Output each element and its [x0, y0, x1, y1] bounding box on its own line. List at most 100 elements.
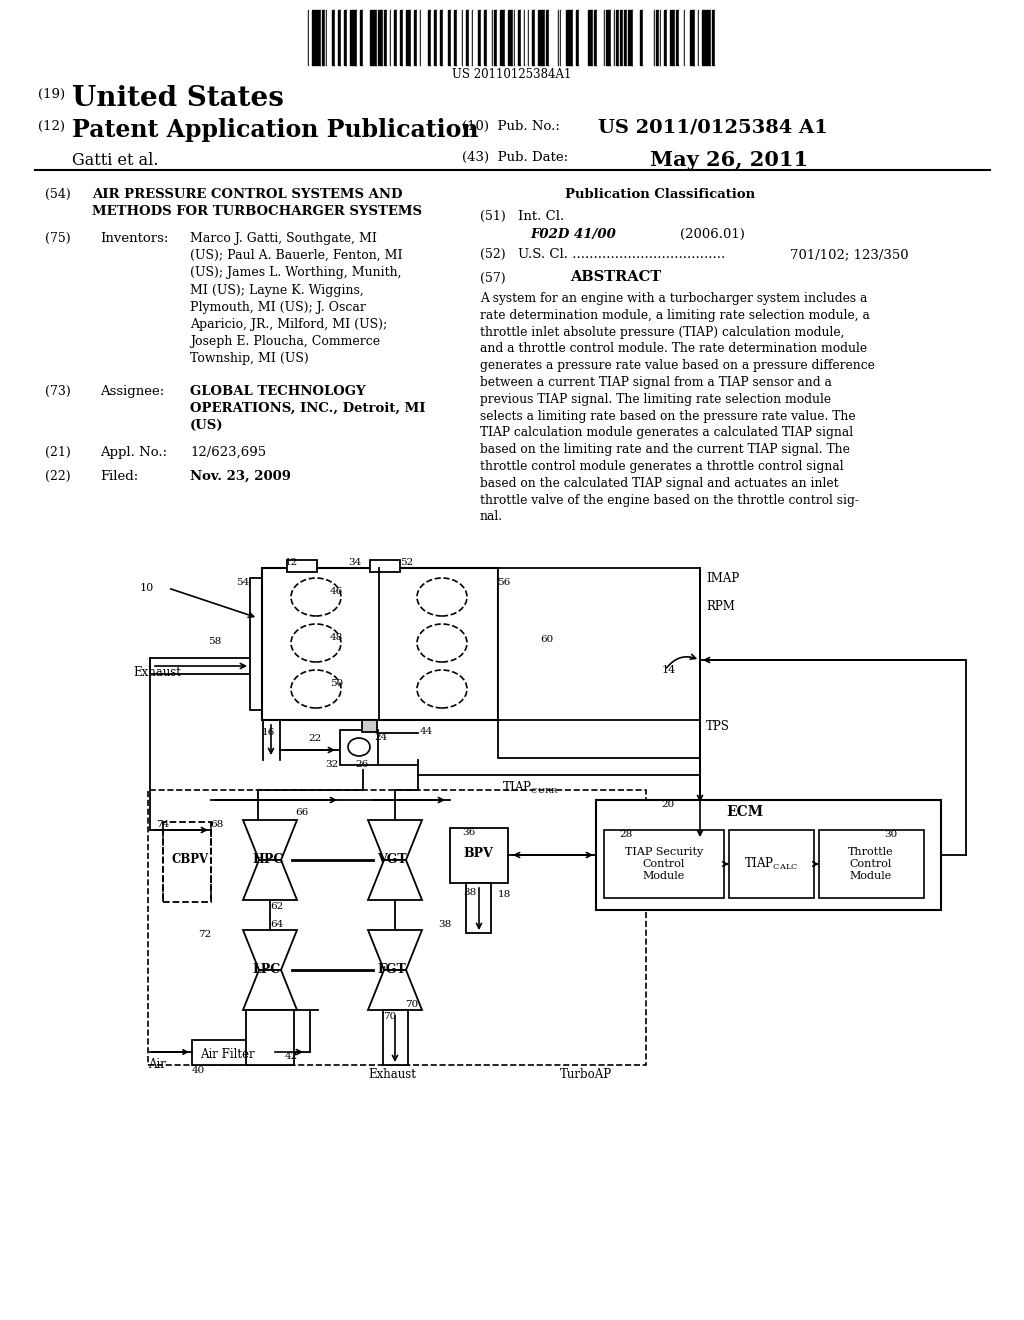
- Bar: [502, 11, 505, 65]
- Bar: [656, 11, 658, 65]
- Bar: [667, 11, 670, 65]
- Bar: [318, 11, 321, 65]
- Text: (10)  Pub. No.:: (10) Pub. No.:: [462, 120, 560, 133]
- Text: Appl. No.:: Appl. No.:: [100, 446, 167, 459]
- Text: 34: 34: [348, 558, 361, 568]
- Bar: [338, 11, 341, 65]
- Bar: [250, 578, 265, 710]
- Bar: [498, 568, 700, 758]
- Bar: [510, 11, 513, 65]
- Bar: [494, 11, 497, 65]
- Bar: [370, 560, 400, 572]
- Text: 701/102; 123/350: 701/102; 123/350: [790, 248, 908, 261]
- Bar: [611, 11, 614, 65]
- Bar: [676, 11, 679, 65]
- Text: (51): (51): [480, 210, 506, 223]
- Bar: [327, 11, 329, 65]
- Text: LPC: LPC: [252, 964, 281, 975]
- Text: US 2011/0125384 A1: US 2011/0125384 A1: [598, 117, 827, 136]
- Bar: [497, 11, 500, 65]
- Bar: [340, 730, 378, 766]
- Text: TIAP$_{\mathregular{CALC}}$: TIAP$_{\mathregular{CALC}}$: [743, 855, 799, 873]
- Text: 58: 58: [208, 638, 221, 645]
- Bar: [690, 11, 692, 65]
- Text: (57): (57): [480, 272, 506, 285]
- Polygon shape: [243, 931, 297, 970]
- Bar: [601, 11, 604, 65]
- Bar: [606, 11, 608, 65]
- Text: RPM: RPM: [706, 601, 735, 612]
- Text: AIR PRESSURE CONTROL SYSTEMS AND
METHODS FOR TURBOCHARGER SYSTEMS: AIR PRESSURE CONTROL SYSTEMS AND METHODS…: [92, 187, 422, 218]
- Bar: [475, 11, 478, 65]
- Bar: [624, 11, 627, 65]
- Text: (75): (75): [45, 232, 71, 246]
- Bar: [649, 11, 651, 65]
- Bar: [620, 11, 623, 65]
- Bar: [403, 11, 406, 65]
- Text: Filed:: Filed:: [100, 470, 138, 483]
- Text: 64: 64: [270, 920, 284, 929]
- Bar: [551, 11, 553, 65]
- Bar: [500, 11, 502, 65]
- Text: 56: 56: [497, 578, 510, 587]
- Bar: [428, 11, 430, 65]
- Bar: [555, 11, 557, 65]
- Bar: [508, 11, 510, 65]
- Bar: [365, 11, 367, 65]
- Bar: [561, 11, 563, 65]
- Text: U.S. Cl. ....................................: U.S. Cl. ...............................…: [518, 248, 725, 261]
- Bar: [466, 883, 490, 933]
- Text: May 26, 2011: May 26, 2011: [650, 150, 808, 170]
- Text: ABSTRACT: ABSTRACT: [570, 271, 662, 284]
- Bar: [193, 1040, 272, 1065]
- Bar: [553, 11, 555, 65]
- Text: 66: 66: [295, 808, 308, 817]
- Bar: [449, 11, 450, 65]
- Text: 12: 12: [285, 558, 298, 568]
- Text: 38: 38: [463, 888, 476, 898]
- Text: 22: 22: [308, 734, 322, 743]
- Bar: [309, 11, 312, 65]
- Ellipse shape: [417, 578, 467, 616]
- Text: TIAP$_{\mathregular{CURR}}$: TIAP$_{\mathregular{CURR}}$: [502, 780, 559, 796]
- Text: BPV: BPV: [463, 847, 493, 861]
- Bar: [568, 11, 570, 65]
- Bar: [322, 11, 325, 65]
- Polygon shape: [243, 861, 297, 900]
- Bar: [599, 11, 601, 65]
- Bar: [417, 11, 420, 65]
- Bar: [473, 11, 475, 65]
- Text: US 20110125384A1: US 20110125384A1: [453, 69, 571, 81]
- Bar: [706, 11, 708, 65]
- Bar: [687, 11, 690, 65]
- Text: 30: 30: [884, 830, 897, 840]
- Bar: [316, 11, 318, 65]
- Bar: [362, 719, 377, 733]
- Text: 36: 36: [462, 828, 475, 837]
- Text: TPS: TPS: [706, 719, 730, 733]
- Bar: [352, 11, 354, 65]
- Bar: [563, 11, 566, 65]
- Bar: [708, 11, 711, 65]
- Bar: [434, 11, 437, 65]
- Text: Publication Classification: Publication Classification: [565, 187, 755, 201]
- Bar: [518, 11, 520, 65]
- Bar: [287, 560, 317, 572]
- Text: 40: 40: [193, 1067, 205, 1074]
- Bar: [437, 11, 440, 65]
- Bar: [566, 11, 568, 65]
- Bar: [579, 11, 581, 65]
- Bar: [360, 11, 362, 65]
- Bar: [529, 11, 532, 65]
- Bar: [362, 11, 365, 65]
- Bar: [329, 11, 332, 65]
- Bar: [423, 11, 425, 65]
- Text: 24: 24: [374, 733, 387, 742]
- Text: 10: 10: [140, 583, 155, 593]
- Ellipse shape: [291, 578, 341, 616]
- Bar: [715, 11, 717, 65]
- Bar: [357, 11, 360, 65]
- Text: HPC: HPC: [252, 853, 284, 866]
- Text: Exhaust: Exhaust: [133, 667, 181, 678]
- Bar: [262, 568, 498, 719]
